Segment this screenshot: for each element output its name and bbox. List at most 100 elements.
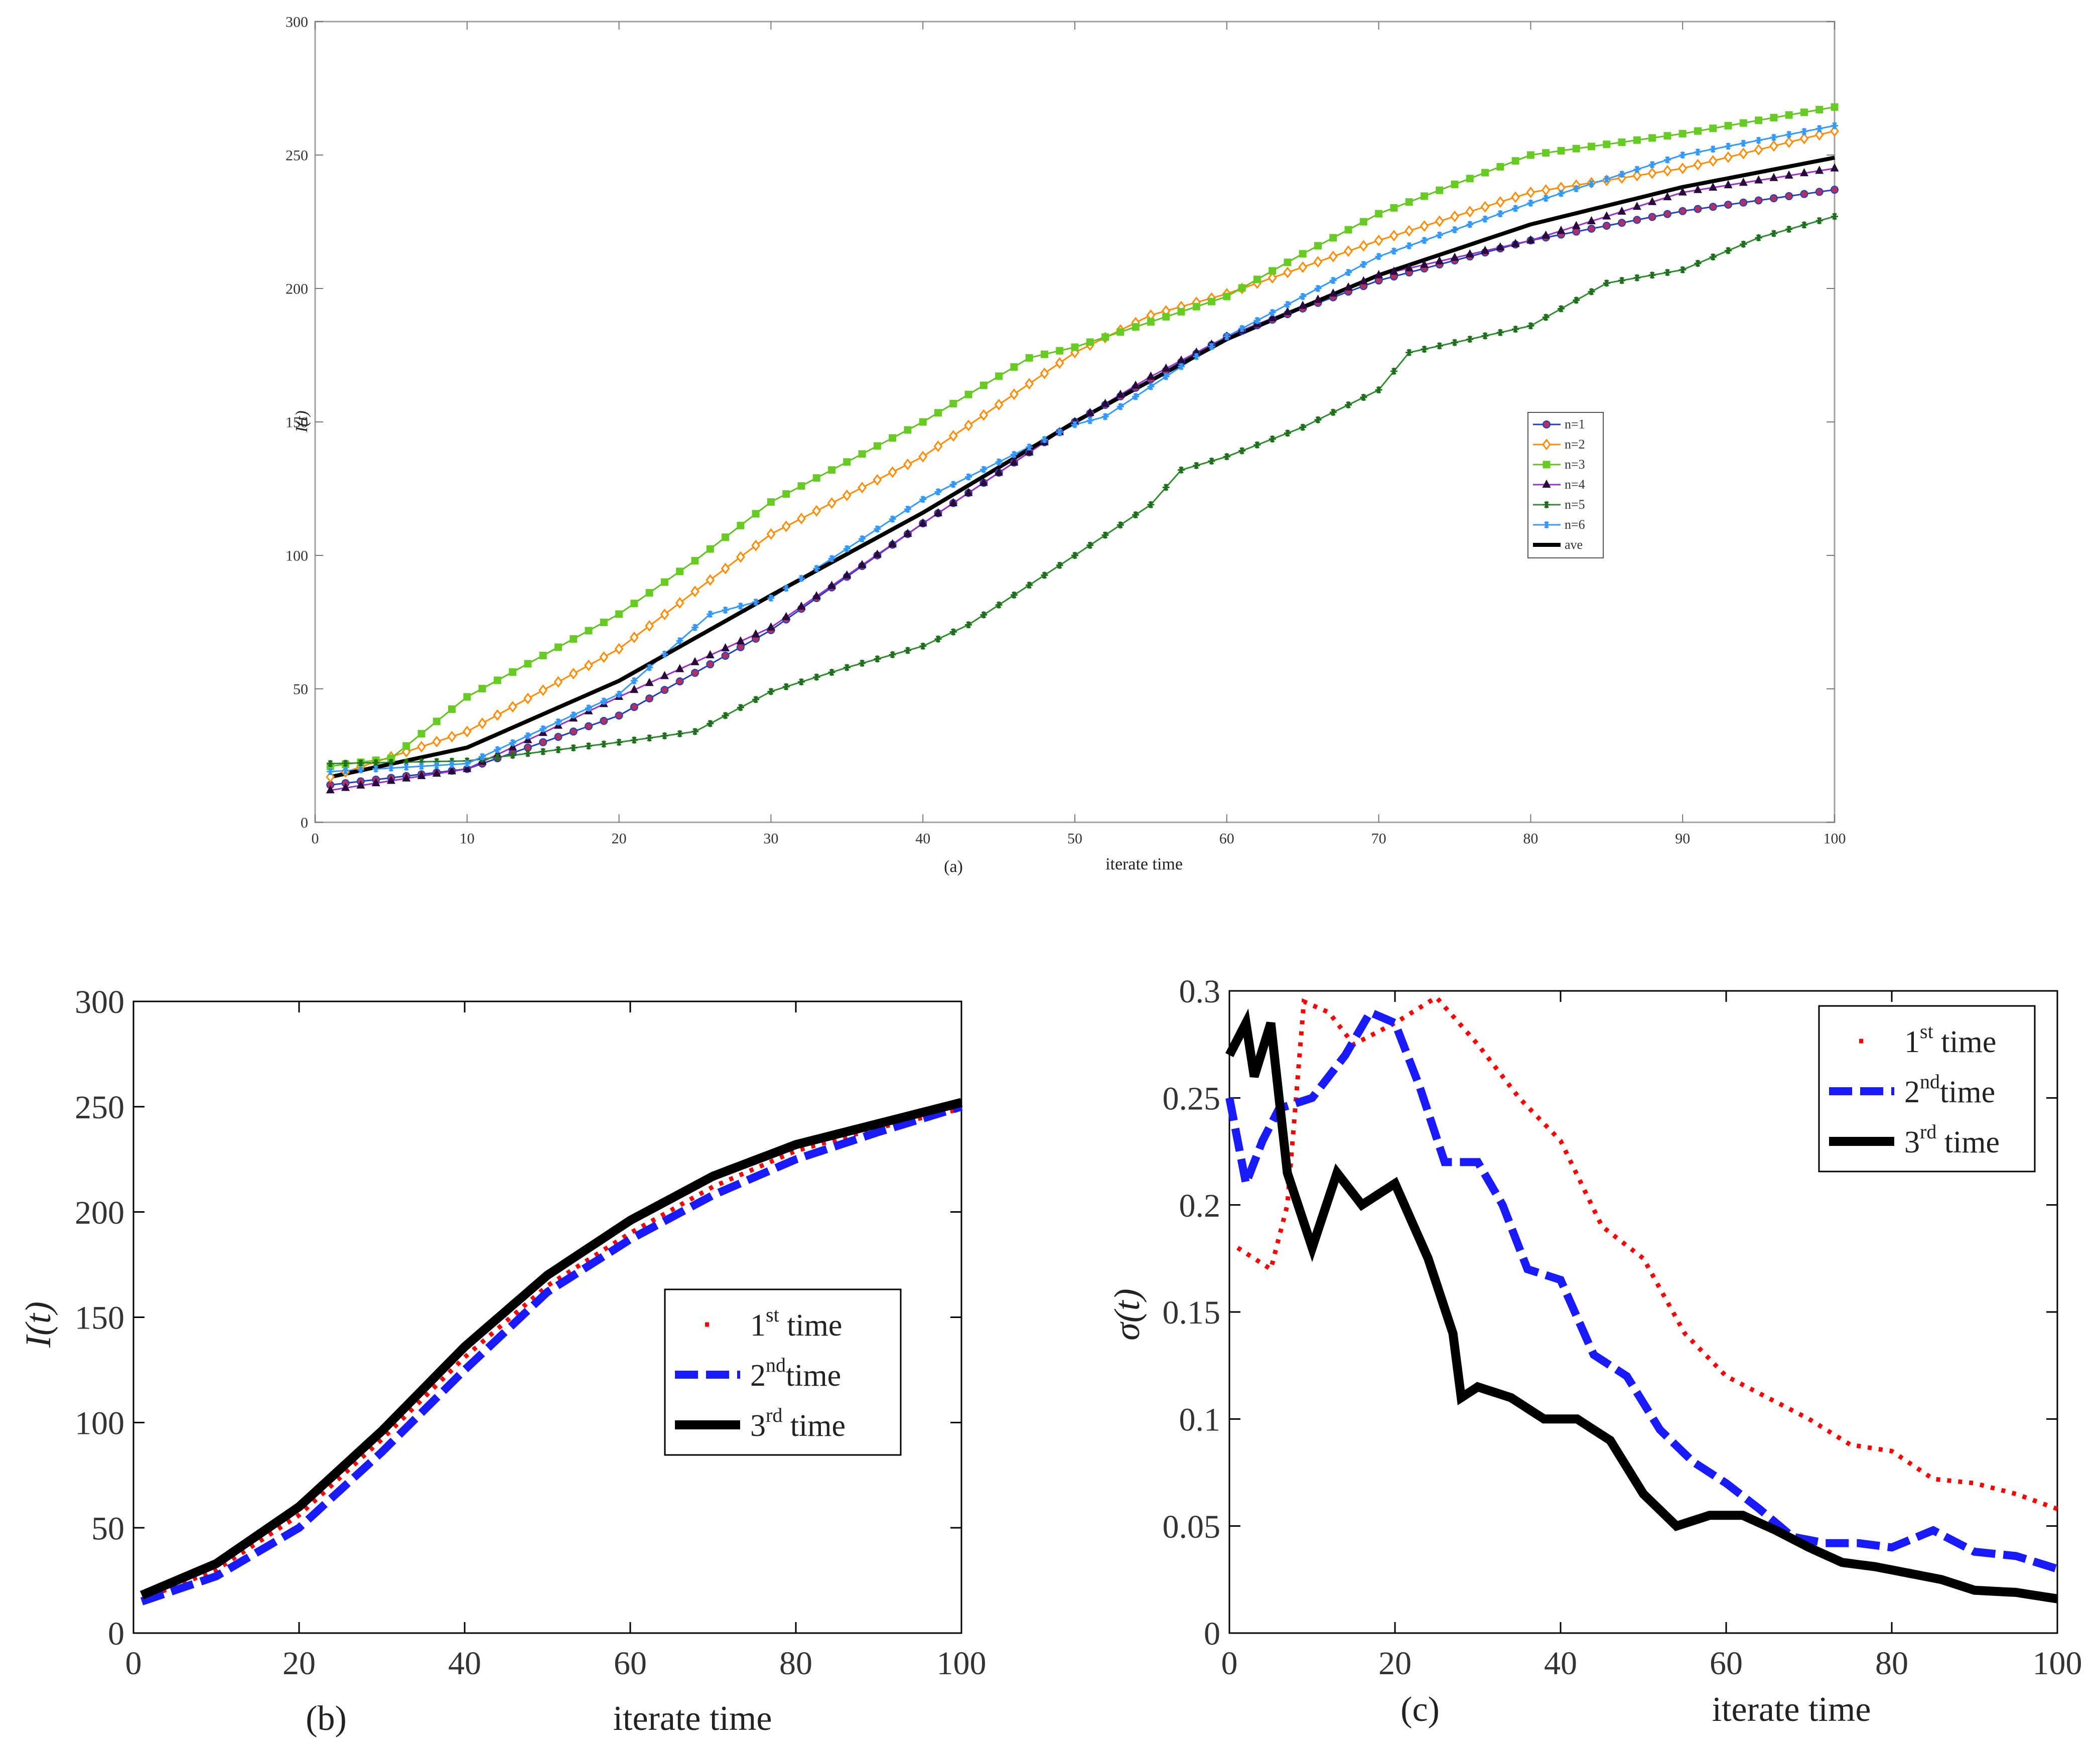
data-point [691, 728, 698, 736]
data-point [433, 717, 441, 725]
data-point [615, 690, 623, 698]
legend-label: n=6 [1565, 517, 1585, 532]
data-point [554, 718, 562, 725]
data-point [919, 418, 927, 426]
y-tick-label: 0.2 [1179, 1188, 1221, 1224]
data-point [1693, 185, 1703, 193]
data-point [1314, 242, 1322, 250]
data-point [1663, 192, 1672, 201]
y-tick-label: 0.3 [1179, 973, 1221, 1010]
data-point [995, 467, 1004, 476]
data-point [676, 567, 684, 575]
data-point [1269, 435, 1276, 443]
data-point [888, 466, 897, 478]
data-point [402, 773, 411, 782]
data-point [1512, 205, 1519, 212]
data-point [1527, 199, 1534, 207]
data-point [1055, 357, 1064, 369]
data-point [1755, 136, 1762, 144]
data-point [1480, 201, 1490, 213]
data-point [1770, 133, 1777, 141]
data-point [995, 372, 1003, 380]
data-point [494, 746, 501, 754]
data-point [1557, 146, 1565, 155]
legend-label: n=5 [1565, 497, 1585, 512]
data-point [767, 595, 775, 602]
data-point [600, 741, 608, 748]
data-point [630, 703, 638, 711]
data-point [1085, 407, 1094, 416]
data-point [707, 611, 714, 618]
data-point [1814, 129, 1824, 141]
data-point [736, 643, 745, 652]
data-point [1632, 202, 1641, 210]
data-point [1512, 326, 1519, 333]
data-point [1603, 140, 1611, 149]
data-point [1694, 149, 1702, 156]
data-point [645, 678, 654, 686]
data-point [1466, 221, 1474, 228]
data-point [1360, 261, 1367, 268]
data-point [1784, 136, 1794, 149]
y-tick-label: 150 [75, 1300, 124, 1337]
data-point [1831, 103, 1839, 111]
data-point [1116, 521, 1124, 529]
data-point [980, 466, 988, 473]
x-tick-label: 90 [1675, 830, 1690, 847]
data-point [539, 738, 547, 747]
data-point [417, 758, 425, 766]
data-point [509, 739, 516, 747]
data-point [706, 650, 715, 659]
data-point [1633, 166, 1641, 173]
data-point [1208, 298, 1216, 306]
data-point [1633, 274, 1641, 281]
data-point [357, 766, 364, 774]
data-point [1101, 413, 1109, 420]
data-point [1542, 149, 1550, 157]
data-point [661, 650, 668, 658]
data-point [1663, 269, 1671, 276]
data-point [1193, 353, 1200, 360]
data-point [1010, 451, 1018, 458]
data-point [1025, 447, 1034, 456]
y-tick-label: 300 [286, 14, 308, 31]
x-tick-label: 80 [779, 1645, 812, 1682]
data-point [751, 539, 761, 551]
data-point [1026, 444, 1033, 451]
series-markers-a [326, 103, 1839, 794]
legend-label: n=1 [1565, 417, 1585, 431]
data-point [1815, 106, 1824, 114]
data-point [1800, 108, 1808, 116]
data-point [1496, 242, 1505, 251]
data-point [629, 631, 639, 643]
data-point [1344, 245, 1353, 257]
legend-label: 3rd time [1904, 1120, 2000, 1159]
data-point [1573, 297, 1580, 304]
data-point [1041, 571, 1048, 579]
data-point [919, 642, 927, 650]
data-point [1465, 249, 1474, 258]
data-point [1116, 389, 1125, 398]
data-point [827, 497, 836, 509]
data-point [570, 744, 577, 752]
data-point [1830, 125, 1839, 137]
data-point [463, 693, 471, 701]
data-point [386, 776, 395, 784]
data-point [1465, 206, 1475, 218]
data-point [1633, 216, 1641, 224]
data-point [1406, 349, 1413, 356]
data-point [357, 759, 364, 767]
data-point [995, 458, 1003, 466]
data-point [1147, 318, 1155, 326]
data-point [949, 400, 957, 408]
data-point [1298, 301, 1307, 309]
data-point [1223, 333, 1230, 340]
data-point [1313, 295, 1323, 303]
data-point [570, 635, 578, 643]
data-point [1405, 225, 1414, 237]
data-point [706, 660, 715, 669]
data-point [585, 704, 593, 712]
data-point [1390, 247, 1397, 255]
data-point [889, 515, 896, 523]
